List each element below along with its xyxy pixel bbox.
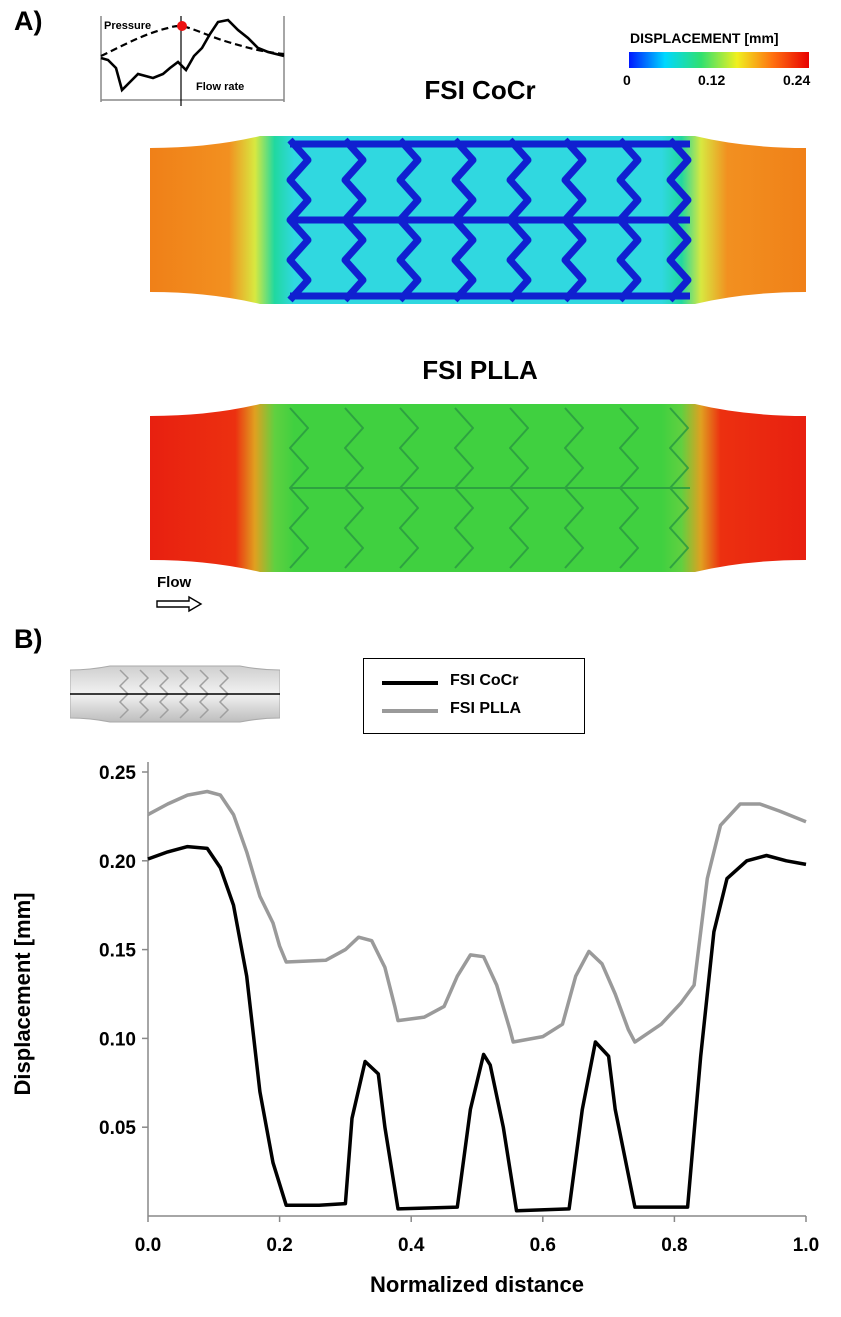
pressure-curve xyxy=(100,24,285,57)
panel-a-label: A) xyxy=(14,6,43,36)
y-tick-label: 0.15 xyxy=(99,941,136,962)
flow-label: Flow xyxy=(157,574,192,591)
x-tick-label: 0.4 xyxy=(398,1235,425,1256)
y-tick-label: 0.20 xyxy=(99,852,136,873)
flow-arrow-icon xyxy=(156,595,203,613)
series-line-cocr xyxy=(147,844,807,1213)
colorbar xyxy=(629,52,809,68)
y-axis-label: Displacement [mm] xyxy=(10,893,35,1096)
legend-swatch-cocr xyxy=(382,681,438,685)
flow-rate-curve xyxy=(100,18,285,93)
cocr-stent-contour xyxy=(150,136,806,304)
flow-rate-label: Flow rate xyxy=(196,81,244,93)
panel-b-label: B) xyxy=(14,624,43,654)
x-tick-label: 0.0 xyxy=(135,1235,161,1256)
legend: FSI CoCr FSI PLLA xyxy=(363,658,585,734)
legend-label-cocr: FSI CoCr xyxy=(450,672,519,689)
x-tick-label: 0.2 xyxy=(266,1235,292,1256)
legend-swatch-plla xyxy=(382,709,438,713)
current-time-dot xyxy=(177,21,187,31)
colorbar-tick-min: 0 xyxy=(623,72,631,88)
x-tick-label: 0.8 xyxy=(661,1235,687,1256)
x-tick-label: 1.0 xyxy=(793,1235,819,1256)
series-line-plla xyxy=(147,789,807,1044)
legend-label-plla: FSI PLLA xyxy=(450,700,522,717)
y-tick-label: 0.25 xyxy=(99,763,136,784)
colorbar-title: DISPLACEMENT [mm] xyxy=(630,30,779,46)
colorbar-tick-mid: 0.12 xyxy=(698,72,726,88)
waveform-inset: Pressure Flow rate xyxy=(100,16,285,106)
x-tick-label: 0.6 xyxy=(530,1235,556,1256)
displacement-line-chart: 0.0 0.2 0.4 0.6 0.8 1.0 0.05 0.10 0.15 0.20 0.25 N… xyxy=(10,762,819,1297)
x-axis-label: Normalized distance xyxy=(370,1272,584,1297)
cocr-stent-title: FSI CoCr xyxy=(424,75,536,105)
pressure-label: Pressure xyxy=(104,20,151,32)
stent-thumbnail xyxy=(70,665,280,723)
y-tick-label: 0.05 xyxy=(99,1118,136,1139)
plla-stent-title: FSI PLLA xyxy=(422,355,538,385)
colorbar-tick-max: 0.24 xyxy=(783,72,811,88)
y-tick-label: 0.10 xyxy=(99,1029,136,1050)
plla-stent-contour xyxy=(150,404,806,572)
